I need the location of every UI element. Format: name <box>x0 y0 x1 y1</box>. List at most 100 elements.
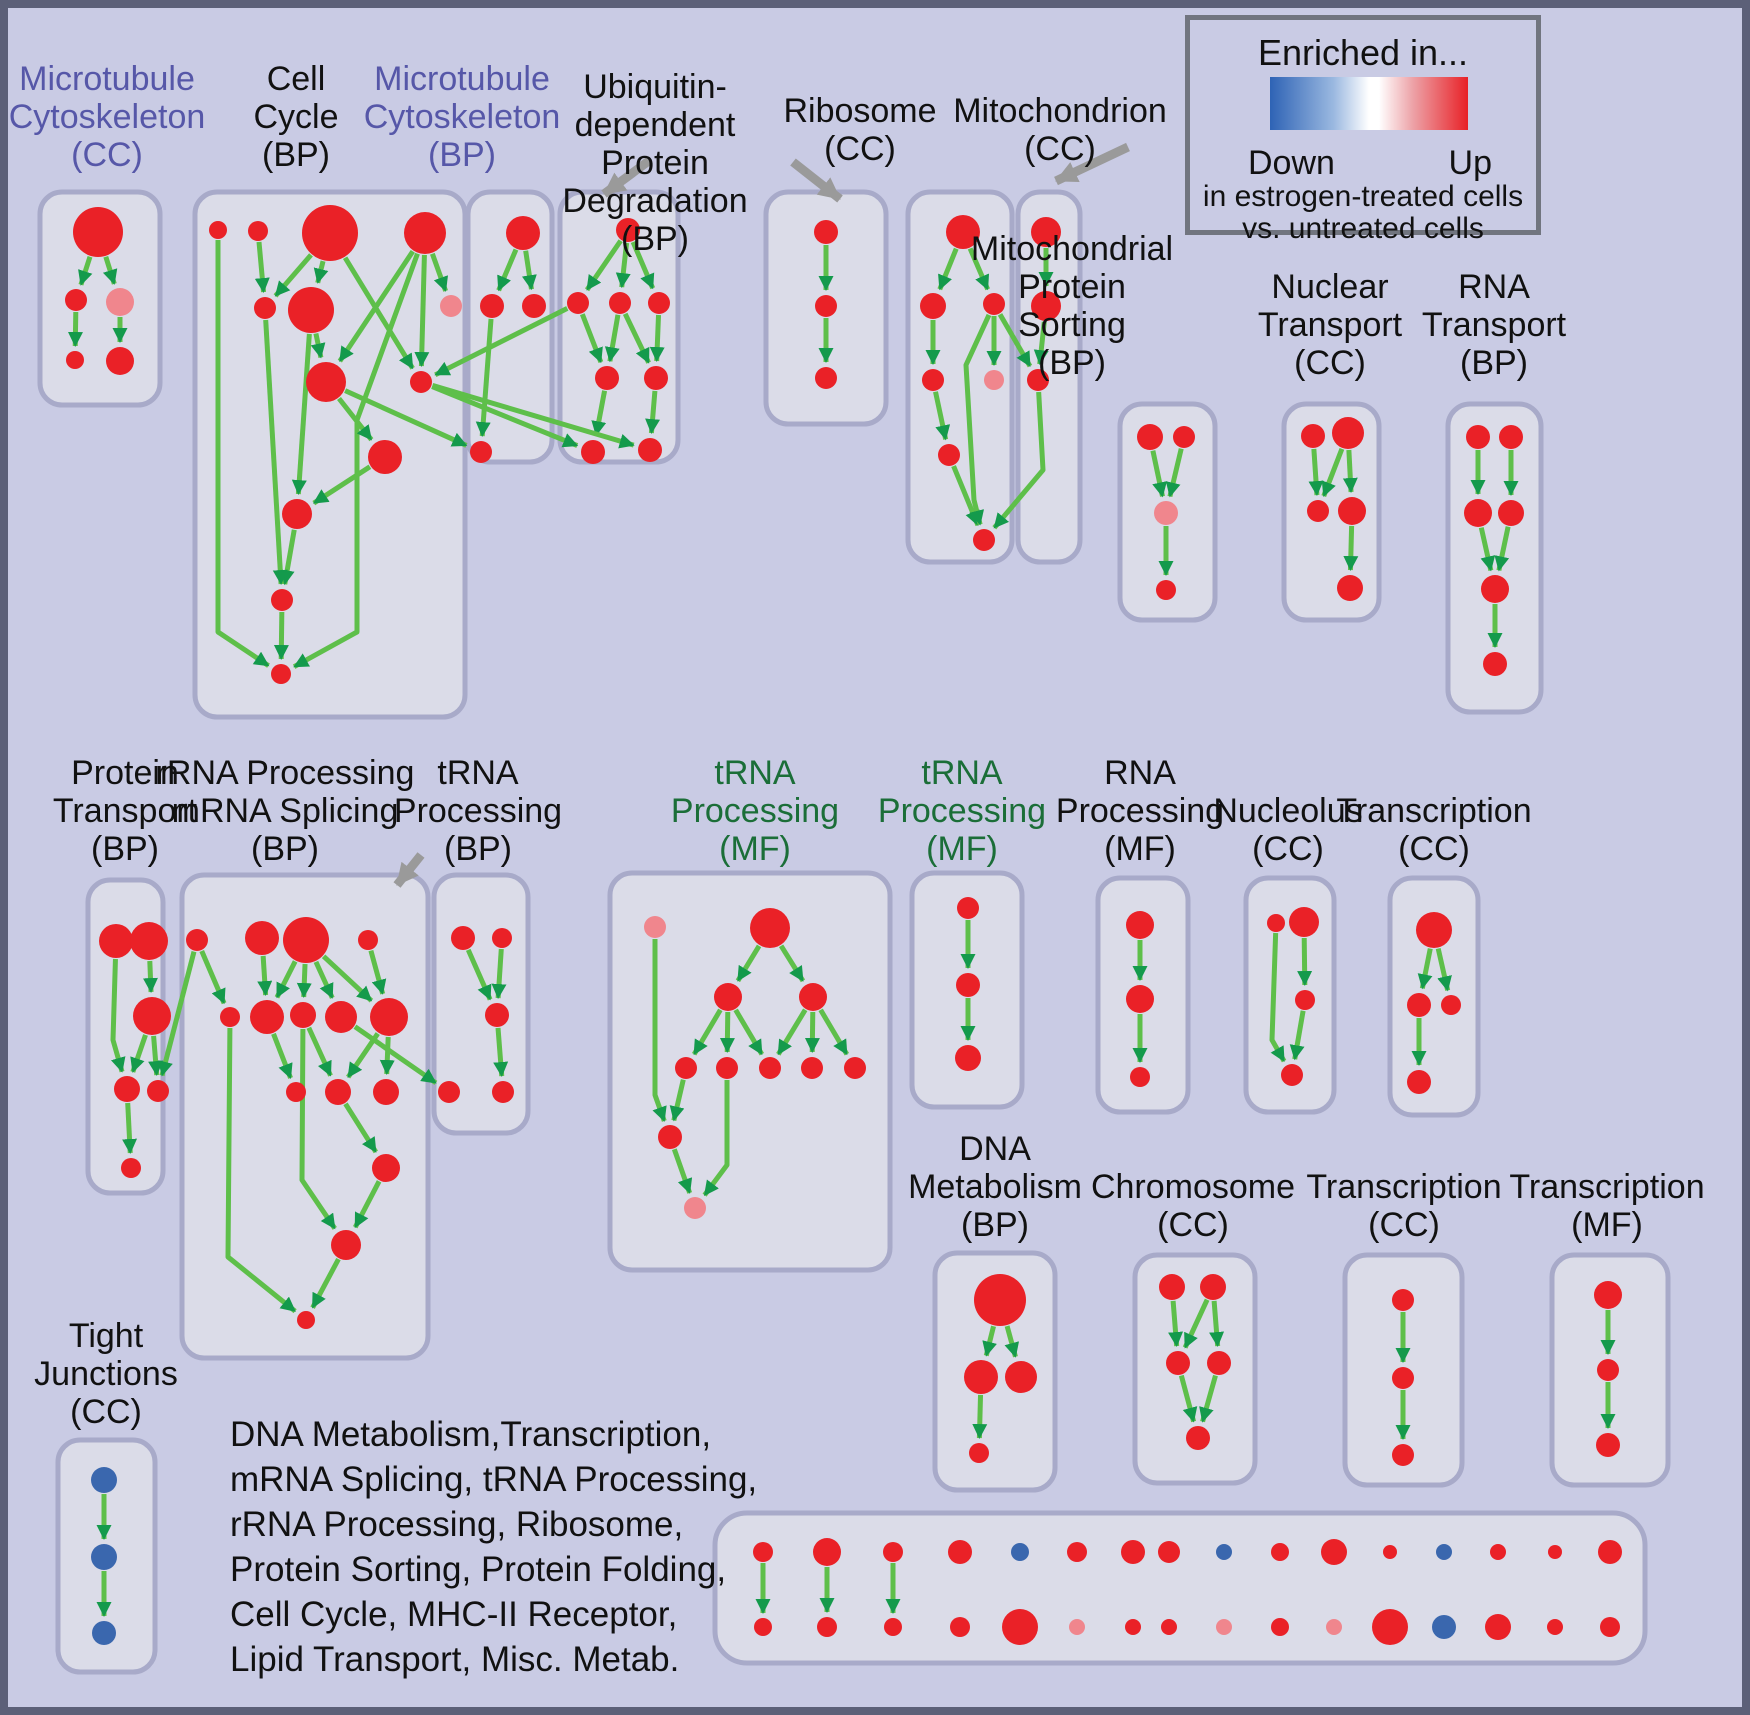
edge <box>1168 1300 1184 1348</box>
label-line: Protein <box>71 754 179 792</box>
label-line: Protein <box>601 144 709 182</box>
label-line: (BP) <box>961 1206 1029 1244</box>
label-line: (CC) <box>1157 1206 1229 1244</box>
gene-node <box>799 983 827 1011</box>
label-line: (BP) <box>251 830 319 868</box>
gene-node <box>1067 1542 1087 1562</box>
gene-node <box>248 221 268 241</box>
cluster-box-chromosome-cc <box>1132 1252 1258 1486</box>
gene-node <box>1392 1367 1414 1389</box>
gene-node <box>750 908 790 948</box>
edge <box>1269 932 1287 1063</box>
gene-node <box>1416 912 1452 948</box>
edge <box>997 313 1033 368</box>
edge <box>719 1011 735 1054</box>
gene-node <box>106 347 134 375</box>
gene-node <box>1027 369 1049 391</box>
gene-node <box>754 1618 772 1636</box>
gene-node <box>91 1544 117 1570</box>
gene-node <box>506 216 540 250</box>
label-line: Cycle <box>253 98 339 136</box>
label-line: (MF) <box>1104 830 1176 868</box>
edge <box>937 247 959 291</box>
cluster-box-cell-cycle-bp <box>192 189 468 720</box>
gene-node <box>1326 1619 1342 1635</box>
gene-node <box>983 293 1005 315</box>
label-line: (CC) <box>1398 830 1470 868</box>
edge <box>273 253 313 298</box>
edge <box>337 396 374 442</box>
label-line: (CC) <box>70 1393 142 1431</box>
gene-node <box>271 664 291 684</box>
gene-node <box>290 1002 316 1028</box>
gene-node <box>1337 575 1363 601</box>
label-nuclear-transport-cc: Nuclear Transport (CC) <box>1258 268 1402 382</box>
label-tight-junctions-cc: Tight Junctions (CC) <box>34 1317 178 1431</box>
gene-node <box>1031 291 1061 321</box>
gene-node <box>451 926 475 950</box>
edge <box>434 306 569 378</box>
gene-node <box>922 369 944 391</box>
gene-node <box>1600 1617 1620 1637</box>
edge <box>1297 937 1313 987</box>
label-line: Transport <box>1257 306 1403 344</box>
gene-node <box>1281 1064 1303 1086</box>
edge <box>1199 1374 1218 1423</box>
gene-node <box>373 1079 399 1105</box>
gene-node <box>1372 1609 1408 1645</box>
edge <box>630 240 656 290</box>
gene-node <box>1126 985 1154 1013</box>
label-line: Cytoskeleton <box>8 98 206 136</box>
label-line: (BP) <box>427 136 496 174</box>
edge <box>615 242 631 289</box>
edge <box>263 319 288 586</box>
gene-node <box>121 1158 141 1178</box>
label-line: Metabolism <box>908 1168 1082 1206</box>
gene-node <box>1485 1614 1511 1640</box>
gene-node <box>684 1197 706 1219</box>
label-line: tRNA <box>921 754 1003 792</box>
gene-node <box>817 1617 837 1637</box>
edge <box>431 384 579 448</box>
gene-node <box>209 221 227 239</box>
gene-node <box>815 295 837 317</box>
gene-node <box>1031 217 1061 247</box>
label-protein-transport-bp: Protein Transport (BP) <box>53 754 197 868</box>
edge <box>493 1027 509 1078</box>
gene-node <box>1498 500 1524 526</box>
edge <box>933 391 951 441</box>
gene-node <box>1158 1541 1180 1563</box>
gene-node <box>114 1076 140 1102</box>
gene-node <box>492 1081 514 1103</box>
edge <box>465 948 493 1001</box>
edge <box>122 1102 138 1155</box>
edge <box>1417 948 1433 990</box>
edge <box>475 318 494 438</box>
gene-node <box>644 916 666 938</box>
gene-node <box>470 441 492 463</box>
gene-node <box>283 917 329 963</box>
edge <box>1209 1300 1225 1348</box>
gene-node <box>609 292 631 314</box>
edge <box>776 1008 808 1056</box>
edge <box>645 390 661 435</box>
gene-node <box>66 351 84 369</box>
gene-node <box>1594 1281 1622 1309</box>
edge <box>271 1032 293 1079</box>
edge <box>649 314 665 363</box>
edge <box>67 311 83 348</box>
gene-node <box>1069 1619 1085 1635</box>
label-pointer-arrow <box>1054 142 1130 186</box>
gene-node <box>99 924 133 958</box>
gene-node <box>1271 1543 1289 1561</box>
edge <box>148 1035 164 1077</box>
gene-node <box>1490 1544 1506 1560</box>
gene-node <box>302 205 358 261</box>
gene-node <box>250 1000 284 1034</box>
label-pointer-arrow <box>393 852 425 888</box>
edge <box>652 939 667 1122</box>
edge <box>735 944 762 983</box>
gene-node <box>1159 1274 1185 1300</box>
gene-node <box>974 1274 1026 1326</box>
